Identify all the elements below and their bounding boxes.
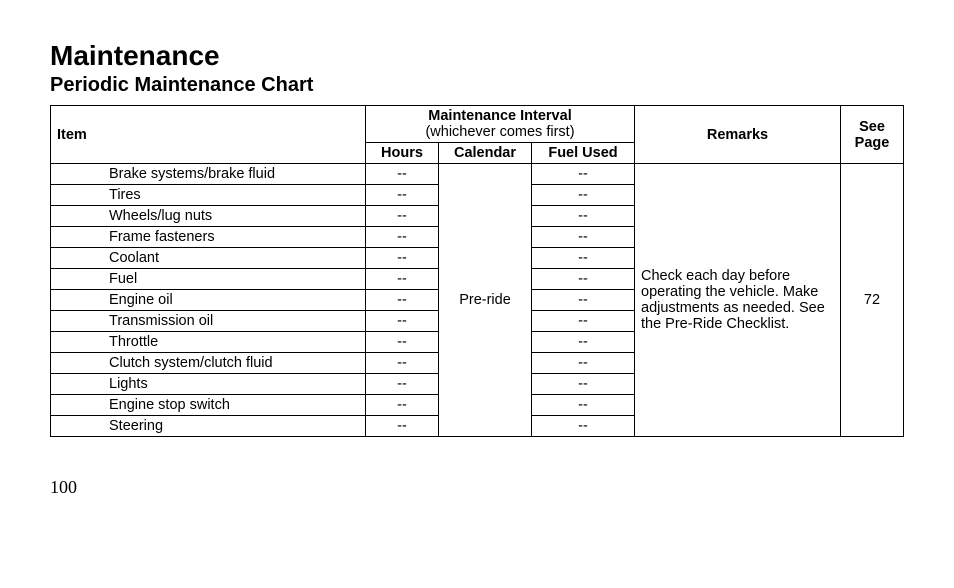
row-blank: [51, 248, 104, 269]
row-hours: --: [366, 395, 439, 416]
header-remarks: Remarks: [635, 106, 841, 164]
row-fuel: --: [532, 416, 635, 437]
row-hours: --: [366, 206, 439, 227]
row-item-name: Engine oil: [103, 290, 366, 311]
row-fuel: --: [532, 374, 635, 395]
page-title: Maintenance: [50, 40, 904, 72]
header-fuel: Fuel Used: [532, 143, 635, 164]
row-hours: --: [366, 269, 439, 290]
row-item-name: Coolant: [103, 248, 366, 269]
row-item-name: Brake systems/brake fluid: [103, 164, 366, 185]
row-fuel: --: [532, 227, 635, 248]
row-blank: [51, 353, 104, 374]
row-blank: [51, 332, 104, 353]
row-calendar: Pre-ride: [439, 164, 532, 437]
row-blank: [51, 206, 104, 227]
header-hours: Hours: [366, 143, 439, 164]
row-blank: [51, 290, 104, 311]
row-fuel: --: [532, 206, 635, 227]
row-blank: [51, 395, 104, 416]
page-number: 100: [50, 477, 904, 498]
row-fuel: --: [532, 332, 635, 353]
row-item-name: Clutch system/clutch fluid: [103, 353, 366, 374]
row-fuel: --: [532, 395, 635, 416]
row-hours: --: [366, 374, 439, 395]
row-hours: --: [366, 353, 439, 374]
row-blank: [51, 374, 104, 395]
row-fuel: --: [532, 311, 635, 332]
row-hours: --: [366, 185, 439, 206]
row-item-name: Lights: [103, 374, 366, 395]
row-item-name: Engine stop switch: [103, 395, 366, 416]
row-fuel: --: [532, 185, 635, 206]
row-fuel: --: [532, 290, 635, 311]
row-item-name: Transmission oil: [103, 311, 366, 332]
row-fuel: --: [532, 353, 635, 374]
row-blank: [51, 227, 104, 248]
header-item: Item: [51, 106, 366, 164]
header-calendar: Calendar: [439, 143, 532, 164]
row-blank: [51, 185, 104, 206]
row-blank: [51, 416, 104, 437]
row-blank: [51, 269, 104, 290]
row-remarks: Check each day before operating the vehi…: [635, 164, 841, 437]
row-hours: --: [366, 311, 439, 332]
table-row: Brake systems/brake fluid--Pre-ride--Che…: [51, 164, 904, 185]
row-hours: --: [366, 332, 439, 353]
row-hours: --: [366, 248, 439, 269]
row-hours: --: [366, 290, 439, 311]
header-interval-label: Maintenance Interval: [428, 108, 571, 124]
row-hours: --: [366, 164, 439, 185]
maintenance-table: Item Maintenance Interval (whichever com…: [50, 105, 904, 437]
row-see-page: 72: [841, 164, 904, 437]
row-item-name: Frame fasteners: [103, 227, 366, 248]
row-fuel: --: [532, 269, 635, 290]
row-hours: --: [366, 416, 439, 437]
row-item-name: Fuel: [103, 269, 366, 290]
row-blank: [51, 164, 104, 185]
header-see-page: See Page: [841, 106, 904, 164]
row-item-name: Throttle: [103, 332, 366, 353]
row-blank: [51, 311, 104, 332]
row-item-name: Tires: [103, 185, 366, 206]
header-interval-sub: (whichever comes first): [425, 124, 574, 140]
row-item-name: Steering: [103, 416, 366, 437]
row-fuel: --: [532, 164, 635, 185]
row-fuel: --: [532, 248, 635, 269]
header-interval: Maintenance Interval (whichever comes fi…: [366, 106, 635, 143]
row-item-name: Wheels/lug nuts: [103, 206, 366, 227]
row-hours: --: [366, 227, 439, 248]
page-subtitle: Periodic Maintenance Chart: [50, 74, 904, 97]
